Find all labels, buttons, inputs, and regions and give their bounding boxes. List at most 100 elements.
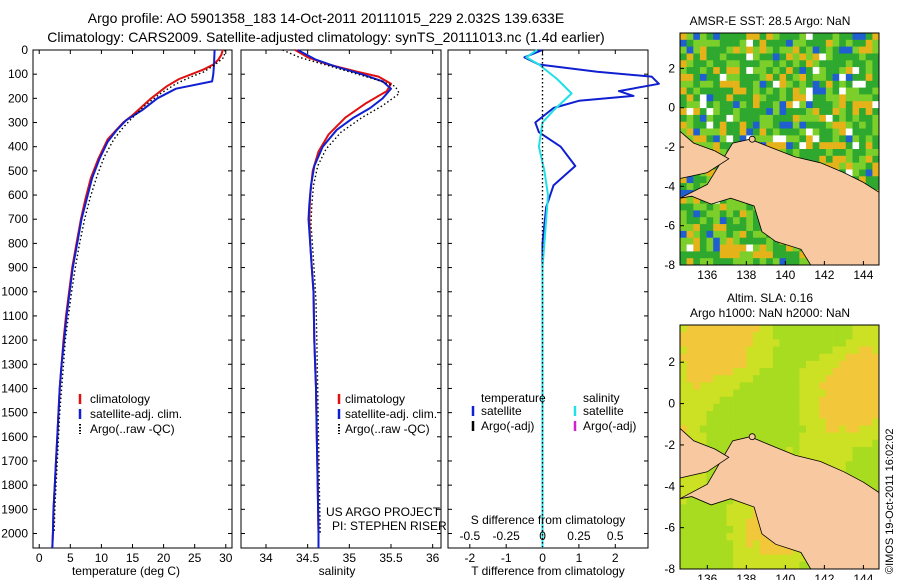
map-cell — [746, 80, 754, 88]
map-cell — [726, 87, 734, 95]
map-cell — [733, 121, 741, 129]
map-cell — [746, 368, 754, 376]
map-cell — [792, 128, 800, 136]
map-cell — [699, 203, 707, 211]
map-cell — [739, 325, 747, 333]
map-cell — [719, 53, 727, 61]
map-cell — [693, 39, 701, 47]
map-cell — [812, 128, 820, 136]
map-cell — [739, 258, 747, 266]
map-cell — [739, 101, 747, 109]
map-cell — [812, 396, 820, 405]
map-cell — [693, 251, 701, 259]
map-cell — [686, 475, 694, 484]
map-cell — [799, 67, 807, 75]
map-cell — [746, 244, 754, 252]
map-cell — [786, 403, 794, 412]
legend-temp-satellite: satellite — [481, 404, 522, 418]
map-cell — [699, 53, 707, 61]
x-tick-label: 35 — [343, 551, 357, 565]
map-cell — [693, 403, 701, 412]
map-y-tick-label: -2 — [664, 140, 675, 154]
map-cell — [766, 244, 774, 252]
map-cell — [753, 332, 760, 340]
map-cell — [719, 561, 727, 570]
map-cell — [792, 561, 800, 570]
map-x-tick-label: 138 — [736, 572, 756, 580]
s-tick-label: 0.25 — [567, 529, 591, 543]
map-cell — [719, 135, 727, 143]
map-cell — [733, 360, 741, 369]
map-cell — [693, 339, 701, 347]
depth-tick-label: 1900 — [1, 502, 28, 516]
s-tick-label: 0 — [539, 529, 546, 543]
map-cell — [719, 396, 727, 405]
map-cell — [759, 108, 767, 116]
map-cell — [772, 39, 780, 47]
map-cell — [713, 53, 721, 61]
map-cell — [699, 210, 707, 218]
map-cell — [753, 251, 760, 259]
map-cell — [832, 128, 840, 136]
map-cell — [753, 108, 760, 116]
map-cell — [832, 360, 840, 369]
map-cell — [852, 403, 860, 412]
map-cell — [739, 73, 747, 82]
map-cell — [759, 128, 767, 136]
map-cell — [812, 149, 820, 157]
map-cell — [726, 196, 734, 204]
imos-timestamp: ©IMOS 19-Oct-2011 16:02:02 — [884, 429, 896, 574]
map-cell — [786, 128, 794, 136]
map-cell — [786, 46, 794, 54]
map-cell — [719, 439, 727, 448]
map-cell — [746, 94, 754, 102]
map-cell — [746, 504, 754, 512]
map-cell — [839, 33, 847, 41]
map-cell — [799, 80, 807, 88]
map-cell — [719, 244, 727, 252]
map-cell — [753, 432, 760, 441]
map-cell — [699, 101, 707, 109]
map-cell — [786, 339, 794, 347]
map-cell — [792, 114, 800, 123]
map-cell — [753, 60, 760, 68]
map-cell — [686, 128, 694, 136]
map-cell — [865, 149, 873, 157]
map-cell — [680, 203, 687, 211]
map-cell — [779, 368, 787, 376]
map-cell — [739, 108, 747, 116]
map-cell — [852, 73, 860, 82]
map-cell — [865, 87, 873, 95]
map-cell — [733, 382, 741, 390]
map-cell — [680, 325, 687, 333]
salinity-legend: climatology satellite-adj. clim. Argo(..… — [337, 392, 437, 436]
map-cell — [779, 418, 787, 426]
map-cell — [719, 504, 727, 512]
map-cell — [746, 353, 754, 362]
map-cell — [693, 382, 701, 390]
map-cell — [859, 33, 867, 41]
map-cell — [766, 237, 774, 245]
sla-map: 136 138 140 142 144 2 0 -2 -4 -6 -8 — [664, 324, 880, 580]
map-cell — [766, 108, 774, 116]
credit-line-1: US ARGO PROJECT — [326, 505, 441, 519]
map-cell — [680, 73, 687, 82]
map-cell — [779, 53, 787, 61]
map-cell — [706, 108, 714, 116]
map-cell — [872, 447, 880, 455]
map-cell — [699, 176, 707, 184]
map-cell — [759, 325, 767, 333]
map-cell — [739, 396, 747, 405]
map-cell — [699, 135, 707, 143]
map-cell — [719, 46, 727, 54]
map-cell — [872, 80, 880, 88]
map-cell — [799, 94, 807, 102]
map-cell — [759, 237, 767, 245]
map-cell — [753, 244, 760, 252]
map-cell — [746, 251, 754, 259]
map-cell — [706, 432, 714, 441]
map-cell — [706, 33, 714, 41]
map-cell — [852, 67, 860, 75]
map-cell — [693, 418, 701, 426]
map-cell — [786, 39, 794, 47]
